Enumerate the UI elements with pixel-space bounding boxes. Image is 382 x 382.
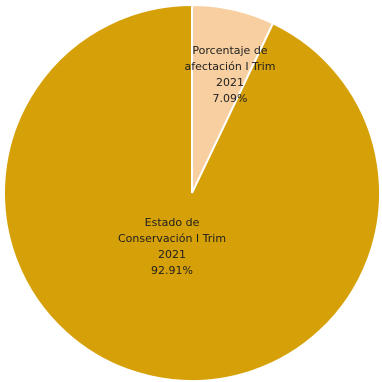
slice-estado-conservacion xyxy=(3,3,381,382)
label-estado-conservacion: Estado de Conservación I Trim 2021 92.91% xyxy=(118,216,226,277)
label-line: Conservación I Trim xyxy=(118,232,226,245)
label-line: Porcentaje de xyxy=(192,44,267,57)
label-line: Estado de xyxy=(145,216,200,229)
label-line: afectación I Trim xyxy=(185,60,276,73)
label-porcentaje-afectacion: Porcentaje de afectación I Trim 2021 7.09% xyxy=(185,44,276,105)
label-line: 7.09% xyxy=(213,92,248,105)
label-line: 2021 xyxy=(158,248,186,261)
label-line: 2021 xyxy=(216,76,244,89)
label-line: 92.91% xyxy=(151,264,193,277)
